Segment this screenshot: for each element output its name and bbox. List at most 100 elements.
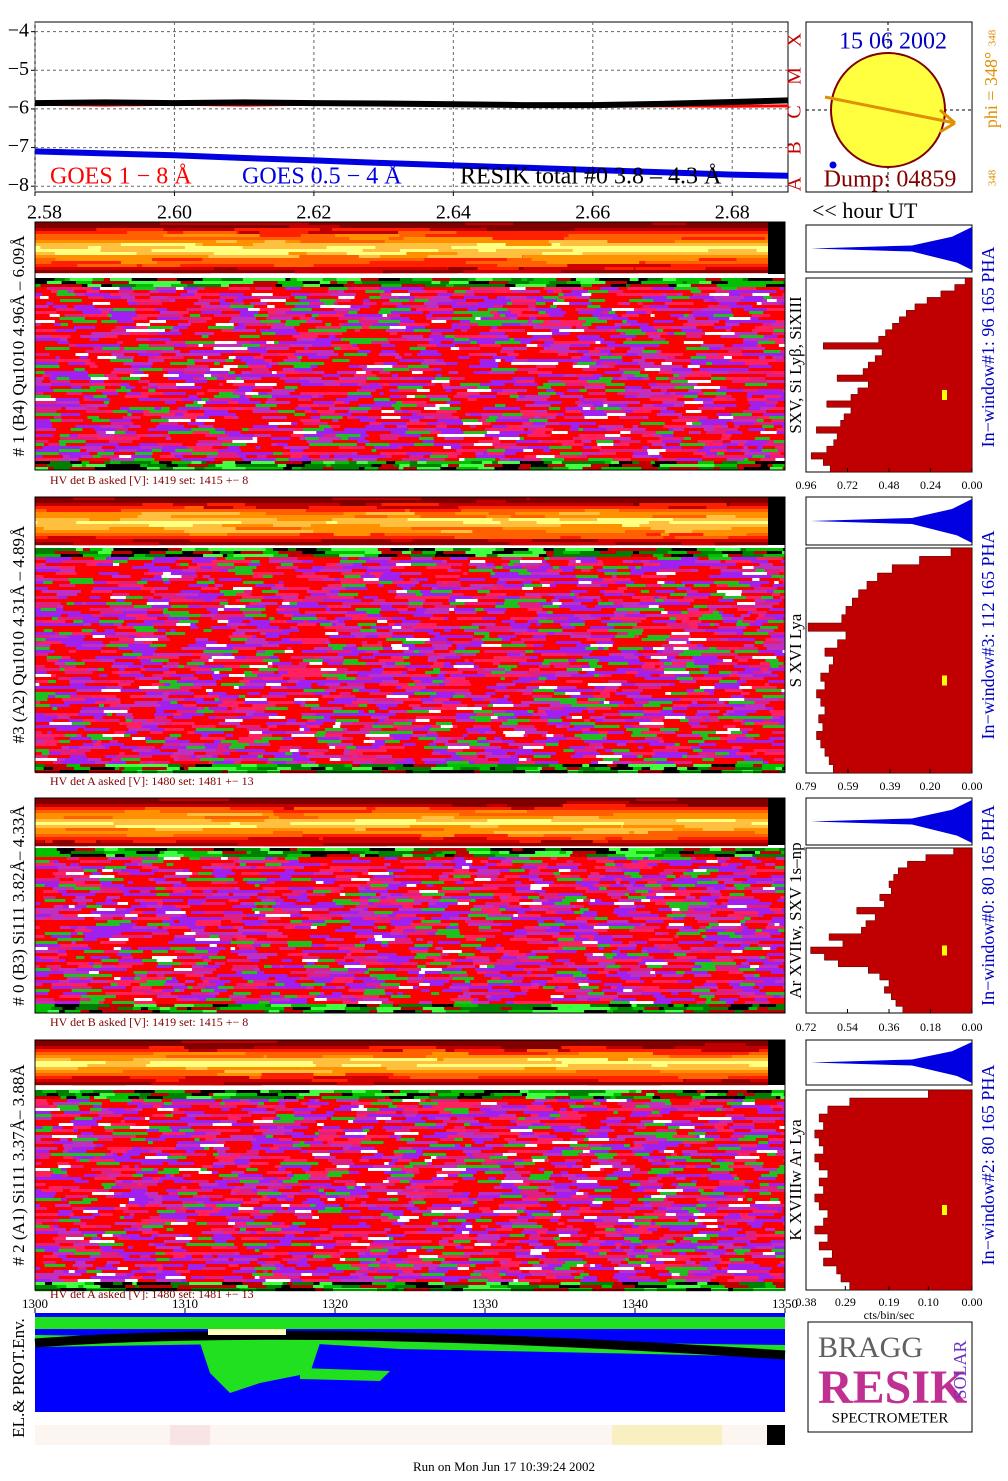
heat-cell — [399, 353, 405, 357]
heat-cell — [316, 548, 332, 552]
heat-cell — [772, 278, 785, 282]
heat-cell — [452, 590, 479, 594]
heat-cell — [524, 329, 552, 333]
heat-cell — [599, 377, 614, 381]
heat-cell — [597, 560, 604, 564]
heat-cell — [110, 293, 122, 297]
heat-cell — [431, 380, 450, 384]
heat-cell — [425, 284, 447, 288]
heat-cell — [319, 557, 342, 561]
heat-cell — [175, 383, 196, 387]
heat-cell — [97, 374, 105, 378]
heat-cell — [620, 434, 634, 438]
heat-cell — [210, 581, 216, 585]
heat-cell — [214, 308, 234, 312]
heat-cell — [51, 395, 68, 399]
heat-cell — [92, 614, 103, 618]
heat-cell — [401, 383, 428, 387]
heat-cell — [197, 575, 204, 579]
heat-block — [768, 497, 785, 545]
heat-cell — [469, 425, 477, 429]
heat-cell — [500, 359, 506, 363]
heat-cell — [586, 320, 608, 324]
heat-cell — [502, 638, 511, 642]
heat-cell — [35, 413, 62, 417]
heat-cell — [682, 563, 707, 567]
heat-cell — [440, 530, 473, 534]
heat-cell — [723, 611, 749, 615]
heat-cell — [471, 461, 483, 465]
heat-cell — [449, 404, 474, 408]
heat-cell — [107, 314, 113, 318]
heat-cell — [684, 290, 692, 294]
heat-cell — [559, 329, 585, 333]
heat-cell — [91, 560, 114, 564]
heat-cell — [728, 554, 743, 558]
heat-cell — [637, 380, 643, 384]
heat-cell — [55, 572, 78, 576]
heat-cell — [447, 455, 458, 459]
heat-cell — [333, 302, 339, 306]
heat-cell — [235, 455, 240, 459]
heat-cell — [90, 398, 96, 402]
heat-cell — [111, 554, 135, 558]
heat-cell — [283, 467, 293, 471]
heat-cell — [487, 449, 506, 453]
heat-cell — [438, 305, 453, 309]
heat-cell — [601, 608, 617, 612]
heat-cell — [115, 428, 129, 432]
heat-cell — [422, 440, 435, 444]
heat-cell — [94, 605, 111, 609]
heat-cell — [629, 443, 653, 447]
heat-cell — [113, 452, 136, 456]
heat-cell — [312, 350, 335, 354]
heat-cell — [149, 524, 193, 528]
heat-cell — [166, 458, 182, 462]
heat-cell — [280, 308, 292, 312]
heat-cell — [640, 590, 650, 594]
heat-cell — [519, 560, 543, 564]
heat-cell — [659, 452, 678, 456]
heat-cell — [255, 446, 262, 450]
heat-cell — [470, 584, 494, 588]
heat-cell — [428, 575, 436, 579]
heat-cell — [768, 632, 786, 636]
heat-cell — [690, 602, 704, 606]
heat-cell — [470, 287, 495, 291]
heat-cell — [106, 584, 119, 588]
heat-cell — [613, 440, 621, 444]
heat-cell — [421, 377, 432, 381]
heat-cell — [208, 638, 232, 642]
heat-row — [35, 524, 768, 528]
heat-cell — [598, 575, 613, 579]
heat-cell — [382, 314, 388, 318]
heat-cell — [395, 344, 418, 348]
heat-cell — [619, 416, 645, 420]
heat-cell — [253, 434, 272, 438]
heat-cell — [545, 431, 553, 435]
heat-cell — [681, 458, 703, 462]
heat-cell — [82, 392, 95, 396]
heat-cell — [657, 467, 670, 471]
heat-cell — [116, 599, 126, 603]
heat-cell — [411, 551, 423, 555]
heat-cell — [171, 404, 186, 408]
heat-cell — [136, 449, 153, 453]
heat-cell — [309, 231, 405, 235]
heat-cell — [487, 356, 494, 360]
heat-cell — [304, 290, 329, 294]
heat-cell — [364, 572, 370, 576]
heat-cell — [301, 563, 327, 567]
heat-cell — [779, 602, 786, 606]
heat-cell — [245, 467, 268, 471]
heat-cell — [191, 323, 217, 327]
heat-cell — [516, 374, 539, 378]
heat-cell — [250, 620, 271, 624]
heat-cell — [398, 437, 420, 441]
heat-cell — [763, 554, 786, 558]
heat-cell — [255, 404, 278, 408]
heat-cell — [518, 572, 532, 576]
heat-cell — [202, 344, 216, 348]
heat-cell — [720, 572, 729, 576]
heat-cell — [35, 434, 54, 438]
